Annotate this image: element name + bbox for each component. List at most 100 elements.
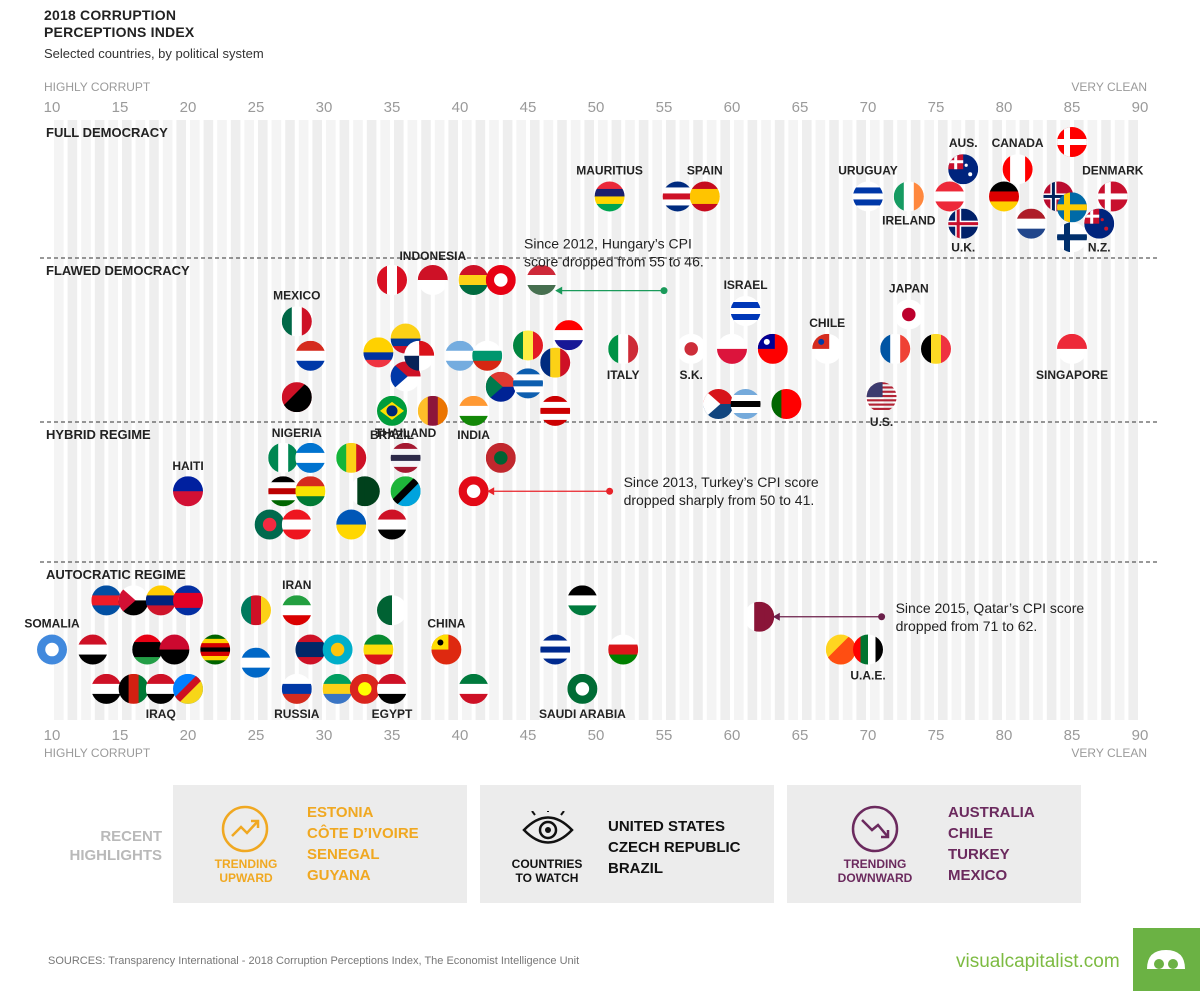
flag-greece (513, 368, 543, 399)
grid-stripe (258, 120, 268, 720)
flag-stripe (540, 646, 571, 654)
flag-belgium (921, 333, 951, 364)
flag-stripe (132, 649, 163, 658)
flag-stripe (717, 348, 747, 364)
flag-stripe (567, 585, 598, 596)
flag-stripe (594, 188, 625, 197)
flag-stripe (77, 634, 108, 646)
flag-tunisia (485, 265, 516, 295)
flag-stripe (281, 683, 312, 695)
flag-star (437, 639, 444, 646)
country-label: SAUDI ARABIA (539, 707, 626, 721)
flag-stripe (128, 673, 140, 704)
flag-stripe (458, 265, 489, 276)
flag-stripe (346, 442, 357, 473)
tick-label-top: 90 (1132, 99, 1149, 116)
recent-highlights-heading: RECENT HIGHLIGHTS (46, 827, 163, 865)
flag-china (431, 634, 462, 665)
flag-stripe (730, 407, 761, 414)
flag-stripe (1016, 218, 1047, 230)
flag-stripe (427, 395, 439, 426)
country-label: U.S. (870, 415, 893, 429)
flag-stripe (853, 181, 883, 188)
annotation-text: score dropped from 55 to 46. (524, 254, 704, 270)
grid-stripe (489, 120, 499, 720)
flag-stripe (567, 595, 598, 606)
grid-stripe (883, 120, 894, 720)
grid-stripe (217, 120, 227, 720)
watch-label-line-1: COUNTRIES (511, 857, 583, 871)
flag-cuba (540, 634, 571, 665)
flag-stripe (159, 649, 190, 665)
grid-stripe (1101, 120, 1111, 720)
grid-stripe (788, 120, 798, 720)
flag-stripe (550, 347, 561, 378)
tick-label-bottom: 90 (1132, 727, 1149, 744)
flag-stripe (540, 419, 571, 426)
watch-country: UNITED STATES (608, 818, 725, 835)
flag-emblem (330, 642, 345, 657)
flag-italy (608, 333, 639, 364)
grid-stripe (720, 120, 730, 720)
flag-ukraine (336, 509, 367, 540)
flag-hoist-triangle (485, 371, 503, 402)
flag-stripe (594, 181, 625, 190)
grid-stripe (339, 120, 350, 720)
flag-cameroon (241, 595, 271, 626)
flag-stripe (567, 605, 598, 616)
flag-stripe (377, 529, 407, 540)
flag-malaysia (540, 395, 571, 426)
flag-spain (689, 181, 720, 212)
flag-stripe (200, 643, 231, 648)
grid-stripe (1114, 120, 1125, 720)
downward-label-line-1: TRENDING (843, 857, 907, 871)
chart-subtitle: Selected countries, by political system (44, 46, 264, 61)
flag-stripe (322, 693, 353, 704)
flag-stripe (890, 333, 901, 364)
flag-cross-inner-h (1043, 194, 1074, 198)
flag-stripe (145, 683, 176, 695)
flag-stripe (390, 442, 421, 450)
downward-country: CHILE (948, 825, 993, 842)
flag-stripe (730, 389, 761, 396)
flag-bolivia (295, 476, 326, 507)
flag-panama (404, 340, 435, 371)
grid-stripe (815, 120, 826, 720)
flag-stripe (1017, 154, 1026, 185)
flag-stripe (513, 386, 543, 393)
flag-egypt (377, 673, 407, 704)
country-label: EGYPT (372, 707, 413, 721)
flag-stripe (336, 509, 367, 526)
flag-stripe (472, 360, 503, 371)
grid-stripe (1033, 120, 1043, 720)
grid-stripe (938, 120, 948, 720)
recent-line-2: HIGHLIGHTS (69, 847, 163, 864)
flag-diag-band (281, 382, 312, 413)
flag-stripe (608, 644, 639, 656)
grid-stripe (122, 120, 132, 720)
flag-stripe (295, 452, 326, 464)
grid-stripe (244, 120, 254, 720)
flag-czech-republic (703, 389, 734, 419)
section-title: FULL DEMOCRACY (46, 125, 168, 140)
flag-stripe (200, 638, 231, 644)
flag-stripe (77, 644, 108, 656)
flag-stripe (560, 347, 571, 378)
flag-stripe (513, 392, 543, 399)
flag-stripe (853, 205, 883, 212)
flag-stripe (173, 607, 203, 616)
flag-u-s- (866, 382, 897, 410)
flag-stripe (363, 634, 394, 646)
grid-stripe (94, 120, 105, 720)
grid-stripe (870, 120, 880, 720)
flag-vietnam (349, 673, 380, 704)
flag-stripe (754, 601, 765, 632)
tick-label-bottom: 20 (180, 727, 197, 744)
flag-stripe (145, 585, 176, 596)
flag-stripe (278, 442, 289, 473)
site-link[interactable]: visualcapitalist.com (956, 951, 1120, 972)
grid-stripe (842, 120, 853, 720)
grid-stripe (611, 120, 622, 720)
annotation-text: Since 2013, Turkey’s CPI score (624, 474, 819, 490)
flag-stripe (377, 519, 407, 531)
